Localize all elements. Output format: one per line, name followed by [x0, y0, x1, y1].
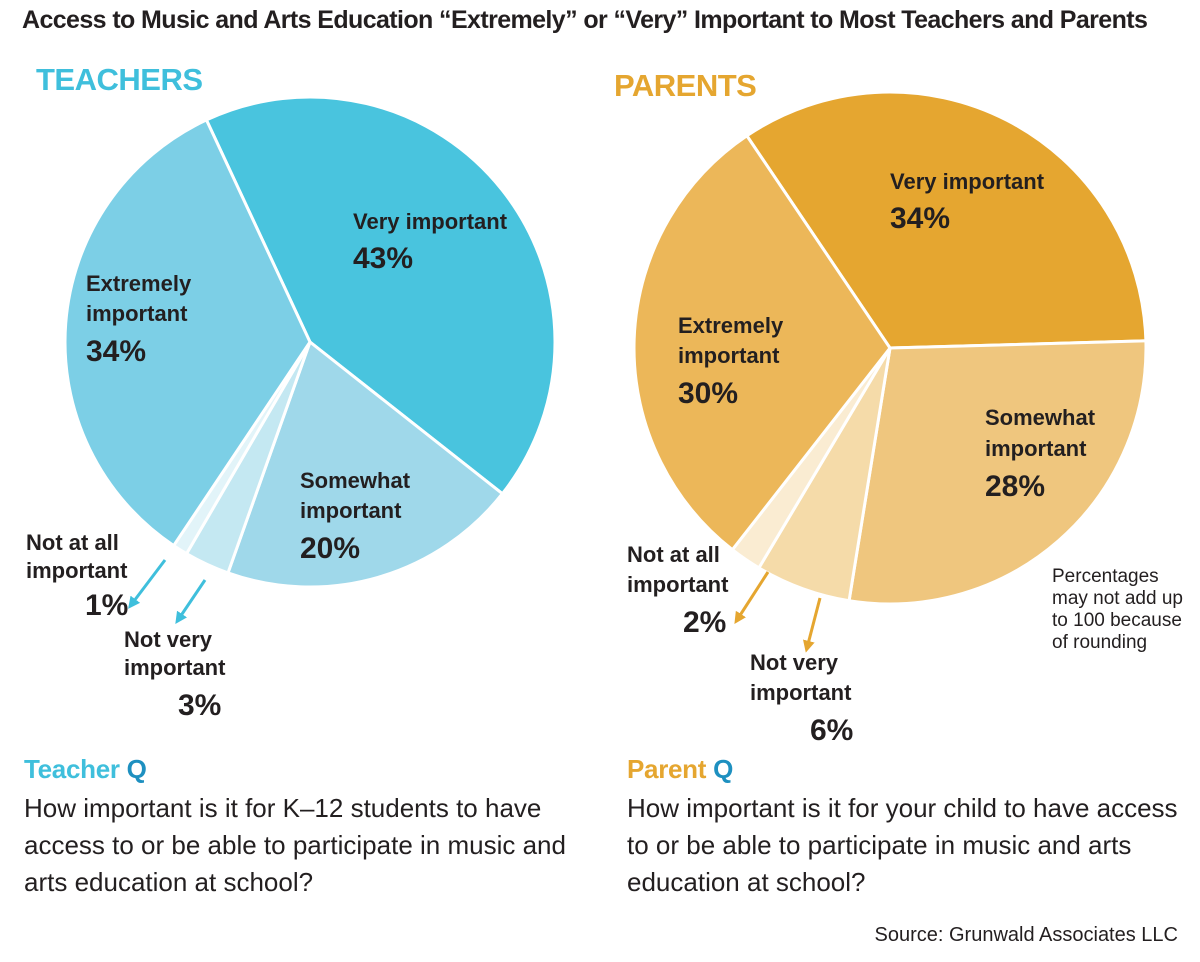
- parents-value-extremely-important: 30%: [678, 377, 738, 410]
- parents-label-not-at-all-important-line-2: important: [627, 572, 729, 597]
- parents-slice-somewhat-important: [847, 339, 1148, 606]
- teachers-label-extremely-important-line-2: important: [86, 301, 188, 326]
- teachers-slice-very-important: [204, 95, 557, 496]
- parents-value-very-important: 34%: [890, 202, 950, 235]
- parents-label-not-very-important-line-2: important: [750, 680, 852, 705]
- parent-question-label: Parent: [627, 754, 707, 784]
- teacher-question-text: How important is it for K–12 students to…: [24, 793, 566, 897]
- teachers-label-not-at-all-important-line-2: important: [26, 558, 128, 583]
- parents-chart-title: PARENTS: [614, 68, 757, 103]
- teachers-value-not-very-important: 3%: [178, 689, 221, 722]
- teacher-question-heading: Teacher Q: [24, 754, 147, 785]
- parents-slice-very-important: [745, 90, 1148, 350]
- teachers-label-not-very-important-line-1: Not very: [124, 627, 213, 652]
- parents-label-somewhat-important-line-2: important: [985, 436, 1087, 461]
- teachers-value-extremely-important: 34%: [86, 335, 146, 368]
- parents-label-extremely-important-line-2: important: [678, 343, 780, 368]
- parent-question-q: Q: [713, 754, 733, 784]
- teachers-slice-somewhat-important: [226, 340, 504, 589]
- parents-label-not-very-important-line-1: Not very: [750, 650, 839, 675]
- source-credit: Source: Grunwald Associates LLC: [874, 924, 1179, 946]
- teachers-value-not-at-all-important: 1%: [85, 589, 128, 622]
- teachers-value-somewhat-important: 20%: [300, 532, 360, 565]
- teachers-arrow-not-at-all-important: [128, 559, 167, 609]
- parents-value-somewhat-important: 28%: [985, 470, 1045, 503]
- parents-label-not-at-all-important-line-1: Not at all: [627, 542, 720, 567]
- parents-label-somewhat-important-line-1: Somewhat: [985, 405, 1096, 430]
- teacher-question-q: Q: [126, 754, 147, 784]
- chart-title: Access to Music and Arts Education “Extr…: [22, 6, 1148, 34]
- parents-value-not-at-all-important: 2%: [683, 606, 726, 639]
- teachers-label-somewhat-important-line-1: Somewhat: [300, 468, 411, 493]
- parent-question-heading: Parent Q: [627, 754, 733, 785]
- teachers-chart-title: TEACHERS: [36, 62, 203, 97]
- parents-arrow-not-at-all-important: [734, 571, 770, 625]
- parents-value-not-very-important: 6%: [810, 714, 853, 747]
- teachers-label-somewhat-important-line-2: important: [300, 498, 402, 523]
- teachers-label-extremely-important-line-1: Extremely: [86, 271, 192, 296]
- teachers-value-very-important: 43%: [353, 242, 413, 275]
- teacher-question-label: Teacher: [24, 754, 120, 784]
- parents-label-very-important-line-1: Very important: [890, 169, 1045, 194]
- teachers-label-not-at-all-important-line-1: Not at all: [26, 530, 119, 555]
- parents-arrow-not-very-important: [803, 597, 822, 653]
- parent-question-text: How important is it for your child to ha…: [627, 793, 1178, 897]
- teachers-label-not-very-important-line-2: important: [124, 655, 226, 680]
- rounding-note: Percentages may not add up to 100 becaus…: [1052, 566, 1183, 653]
- teachers-label-very-important-line-1: Very important: [353, 209, 508, 234]
- parents-label-extremely-important-line-1: Extremely: [678, 313, 784, 338]
- teachers-arrow-not-very-important: [175, 579, 207, 624]
- parents-slice-extremely-important: [632, 134, 892, 552]
- teachers-slice-extremely-important: [63, 118, 312, 548]
